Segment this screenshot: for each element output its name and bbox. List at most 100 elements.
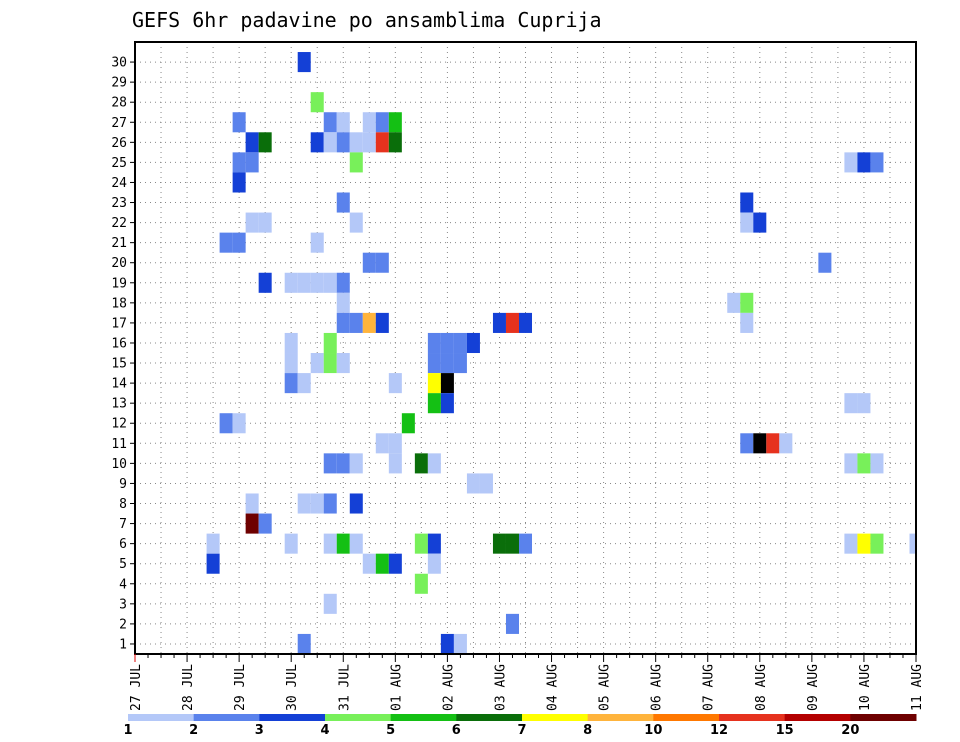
x-tick-label: 11 AUG [910, 664, 925, 711]
heatmap-cell [258, 513, 272, 534]
x-tick-label: 04 AUG [546, 664, 561, 711]
heatmap-cell [323, 272, 337, 293]
grid-lines [135, 42, 916, 654]
heatmap-cell [492, 312, 506, 333]
y-tick-label: 20 [111, 256, 127, 271]
y-tick-label: 28 [111, 96, 127, 111]
x-tick-label: 05 AUG [598, 664, 613, 711]
heatmap-cell [414, 573, 428, 594]
heatmap-cell [336, 312, 350, 333]
heatmap-cell [349, 212, 363, 233]
heatmap-cell [388, 453, 402, 474]
heatmap-cell [753, 433, 767, 454]
heatmap-cell [505, 312, 519, 333]
heatmap-cell [844, 533, 858, 554]
heatmap-cell [284, 533, 298, 554]
colorbar-segment [784, 714, 851, 721]
heatmap-cell [336, 292, 350, 313]
heatmap-cell [453, 353, 467, 374]
y-tick-label: 6 [119, 537, 127, 552]
heatmap-cell [518, 312, 533, 333]
colorbar-segment [128, 714, 195, 721]
heatmap-cell [362, 112, 376, 133]
x-tick-label: 01 AUG [389, 664, 404, 711]
heatmap-cell [414, 533, 428, 554]
heatmap-cell [466, 473, 480, 494]
heatmap-cell [284, 332, 298, 354]
heatmap-cell [727, 292, 741, 313]
heatmap-cell [323, 332, 337, 354]
heatmap-cell [297, 373, 311, 394]
colorbar-segment [587, 714, 654, 721]
y-tick-label: 2 [119, 617, 127, 632]
heatmap-cell [505, 613, 519, 634]
heatmap-cell [388, 112, 402, 133]
colorbar-segment [325, 714, 392, 721]
colorbar-label: 8 [583, 723, 592, 738]
heatmap-cell [323, 132, 337, 153]
heatmap-cell [427, 393, 441, 414]
heatmap-cell [870, 533, 884, 554]
y-tick-label: 13 [111, 397, 127, 412]
heatmap-cell [375, 132, 389, 153]
heatmap-cell [466, 332, 480, 354]
heatmap-cell [857, 453, 871, 474]
y-tick-label: 5 [119, 557, 127, 572]
heatmap-cell [375, 252, 389, 273]
heatmap-cell [310, 272, 324, 293]
heatmap-cell [740, 212, 754, 233]
heatmap-cell [245, 212, 259, 233]
heatmap-cell [740, 292, 754, 313]
colorbar-segment [719, 714, 786, 721]
heatmap-cell [310, 353, 324, 374]
y-tick-label: 18 [111, 296, 127, 311]
heatmap-cell [284, 373, 298, 394]
y-tick-label: 30 [111, 56, 127, 71]
y-tick-label: 9 [119, 477, 127, 492]
heatmap-cell [284, 272, 298, 293]
y-tick-label: 15 [111, 357, 127, 372]
heatmap-cell [323, 353, 337, 374]
heatmap-cell [844, 453, 858, 474]
heatmap-cell [440, 393, 454, 414]
heatmap-cell [245, 493, 259, 514]
colorbar-segment [259, 714, 326, 721]
y-tick-label: 16 [111, 336, 127, 351]
heatmap-cell [375, 433, 389, 454]
heatmap-cell [375, 553, 389, 574]
colorbar-segment [456, 714, 523, 721]
x-tick-label: 02 AUG [441, 664, 456, 711]
heatmap-cells [206, 52, 916, 654]
y-tick-label: 22 [111, 216, 127, 231]
heatmap-cell [427, 353, 441, 374]
heatmap-cell [427, 553, 441, 574]
y-tick-label: 3 [119, 597, 127, 612]
heatmap-cell [779, 433, 793, 454]
heatmap-cell [297, 493, 311, 514]
colorbar-segment [193, 714, 260, 721]
heatmap-cell [232, 152, 246, 173]
heatmap-cell [427, 533, 441, 554]
heatmap-cell [232, 413, 246, 434]
heatmap-cell [349, 132, 363, 153]
x-tick-label: 30 JUL [285, 664, 300, 711]
heatmap-cell [297, 633, 311, 654]
heatmap-cell [388, 373, 402, 394]
heatmap-cell [740, 433, 754, 454]
heatmap-cell [453, 332, 467, 354]
heatmap-cell [336, 533, 350, 554]
colorbar-label: 2 [189, 723, 198, 738]
colorbar-label: 4 [320, 723, 329, 738]
colorbar-label: 15 [776, 723, 794, 738]
heatmap-cell [349, 152, 363, 173]
x-tick-label: 28 JUL [181, 664, 196, 711]
heatmap-cell [310, 132, 324, 153]
y-tick-label: 25 [111, 156, 127, 171]
heatmap-cell [245, 513, 259, 534]
colorbar-label: 5 [386, 723, 395, 738]
heatmap-cell [323, 493, 337, 514]
y-tick-label: 29 [111, 76, 127, 91]
heatmap-cell [323, 112, 337, 133]
x-axis: 27 JUL 28 JUL 29 JUL 30 JUL 31 JUL 01 AUG 02 A… [129, 654, 925, 711]
